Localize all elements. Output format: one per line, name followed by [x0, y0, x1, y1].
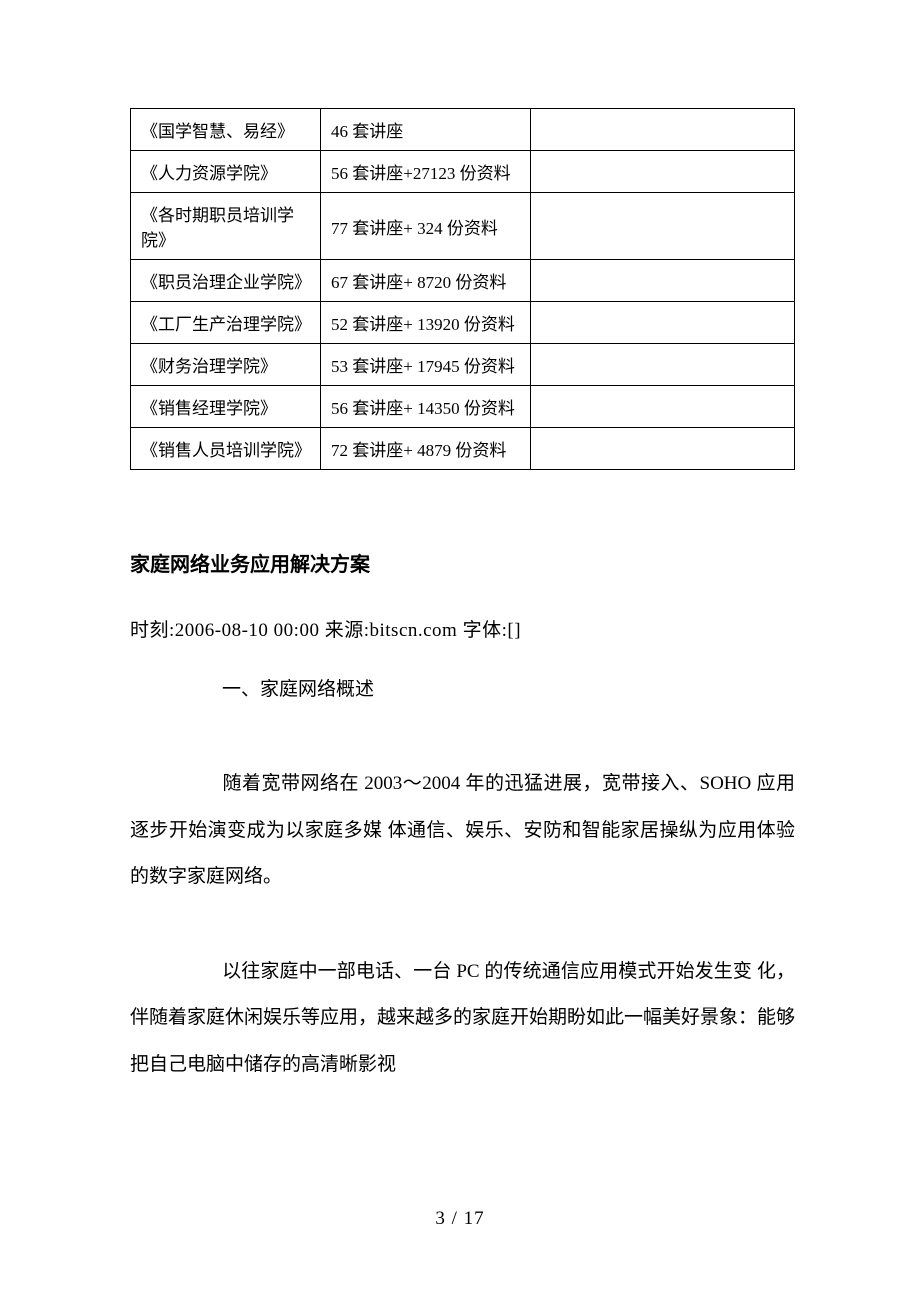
paragraph-text: 以往家庭中一部电话、一台 PC 的传统通信应用模式开始发生变 化，伴随着家庭休闲… [130, 961, 795, 1075]
table-cell-spec: 53 套讲座+ 17945 份资料 [321, 344, 531, 386]
table-row: 《国学智慧、易经》 46 套讲座 [131, 109, 795, 151]
table-row: 《销售人员培训学院》 72 套讲座+ 4879 份资料 [131, 428, 795, 470]
table-cell-name: 《各时期职员培训学院》 [131, 193, 321, 260]
page-content: 《国学智慧、易经》 46 套讲座 《人力资源学院》 56 套讲座+27123 份… [130, 108, 795, 1088]
table-cell-extra [531, 386, 795, 428]
table-cell-extra [531, 260, 795, 302]
table-cell-extra [531, 151, 795, 193]
table-row: 《工厂生产治理学院》 52 套讲座+ 13920 份资料 [131, 302, 795, 344]
table-cell-extra [531, 344, 795, 386]
table-cell-name: 《国学智慧、易经》 [131, 109, 321, 151]
table-cell-extra [531, 302, 795, 344]
paragraph: 随着宽带网络在 2003～2004 年的迅猛进展，宽带接入、SOHO 应用逐步开… [130, 761, 795, 901]
table-cell-spec: 56 套讲座+27123 份资料 [321, 151, 531, 193]
table-row: 《财务治理学院》 53 套讲座+ 17945 份资料 [131, 344, 795, 386]
table-cell-spec: 67 套讲座+ 8720 份资料 [321, 260, 531, 302]
table-row: 《销售经理学院》 56 套讲座+ 14350 份资料 [131, 386, 795, 428]
table-cell-extra [531, 428, 795, 470]
table-row: 《职员治理企业学院》 67 套讲座+ 8720 份资料 [131, 260, 795, 302]
table-cell-name: 《销售经理学院》 [131, 386, 321, 428]
paragraph: 以往家庭中一部电话、一台 PC 的传统通信应用模式开始发生变 化，伴随着家庭休闲… [130, 949, 795, 1089]
table-cell-spec: 46 套讲座 [321, 109, 531, 151]
page-number: 3 / 17 [0, 1208, 920, 1230]
section-title: 家庭网络业务应用解决方案 [130, 548, 795, 577]
table-cell-name: 《工厂生产治理学院》 [131, 302, 321, 344]
paragraph-text: 随着宽带网络在 2003～2004 年的迅猛进展，宽带接入、SOHO 应用逐步开… [130, 773, 795, 887]
table-body: 《国学智慧、易经》 46 套讲座 《人力资源学院》 56 套讲座+27123 份… [131, 109, 795, 470]
sub-heading: 一、家庭网络概述 [130, 674, 795, 701]
table-cell-extra [531, 109, 795, 151]
table-cell-extra [531, 193, 795, 260]
table-cell-spec: 72 套讲座+ 4879 份资料 [321, 428, 531, 470]
table-cell-spec: 52 套讲座+ 13920 份资料 [321, 302, 531, 344]
table-row: 《各时期职员培训学院》 77 套讲座+ 324 份资料 [131, 193, 795, 260]
table-cell-name: 《人力资源学院》 [131, 151, 321, 193]
meta-line: 时刻:2006-08-10 00:00 来源:bitscn.com 字体:[] [130, 615, 795, 642]
table-cell-spec: 77 套讲座+ 324 份资料 [321, 193, 531, 260]
table-cell-spec: 56 套讲座+ 14350 份资料 [321, 386, 531, 428]
table-cell-name: 《销售人员培训学院》 [131, 428, 321, 470]
table-cell-name: 《财务治理学院》 [131, 344, 321, 386]
table-row: 《人力资源学院》 56 套讲座+27123 份资料 [131, 151, 795, 193]
table-cell-name: 《职员治理企业学院》 [131, 260, 321, 302]
course-table: 《国学智慧、易经》 46 套讲座 《人力资源学院》 56 套讲座+27123 份… [130, 108, 795, 470]
